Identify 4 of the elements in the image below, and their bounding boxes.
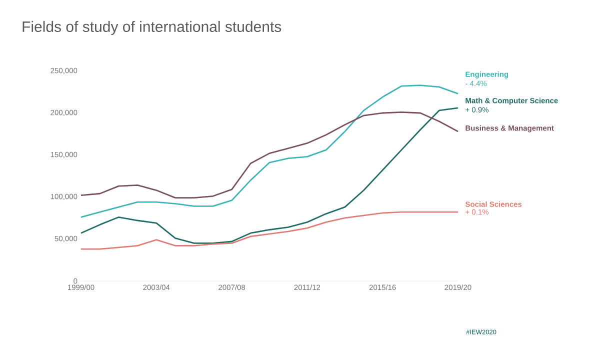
- chart-title: Fields of study of international students: [22, 21, 282, 35]
- line-series: [80, 111, 459, 199]
- line-series: [80, 84, 459, 218]
- line-series: [80, 107, 459, 244]
